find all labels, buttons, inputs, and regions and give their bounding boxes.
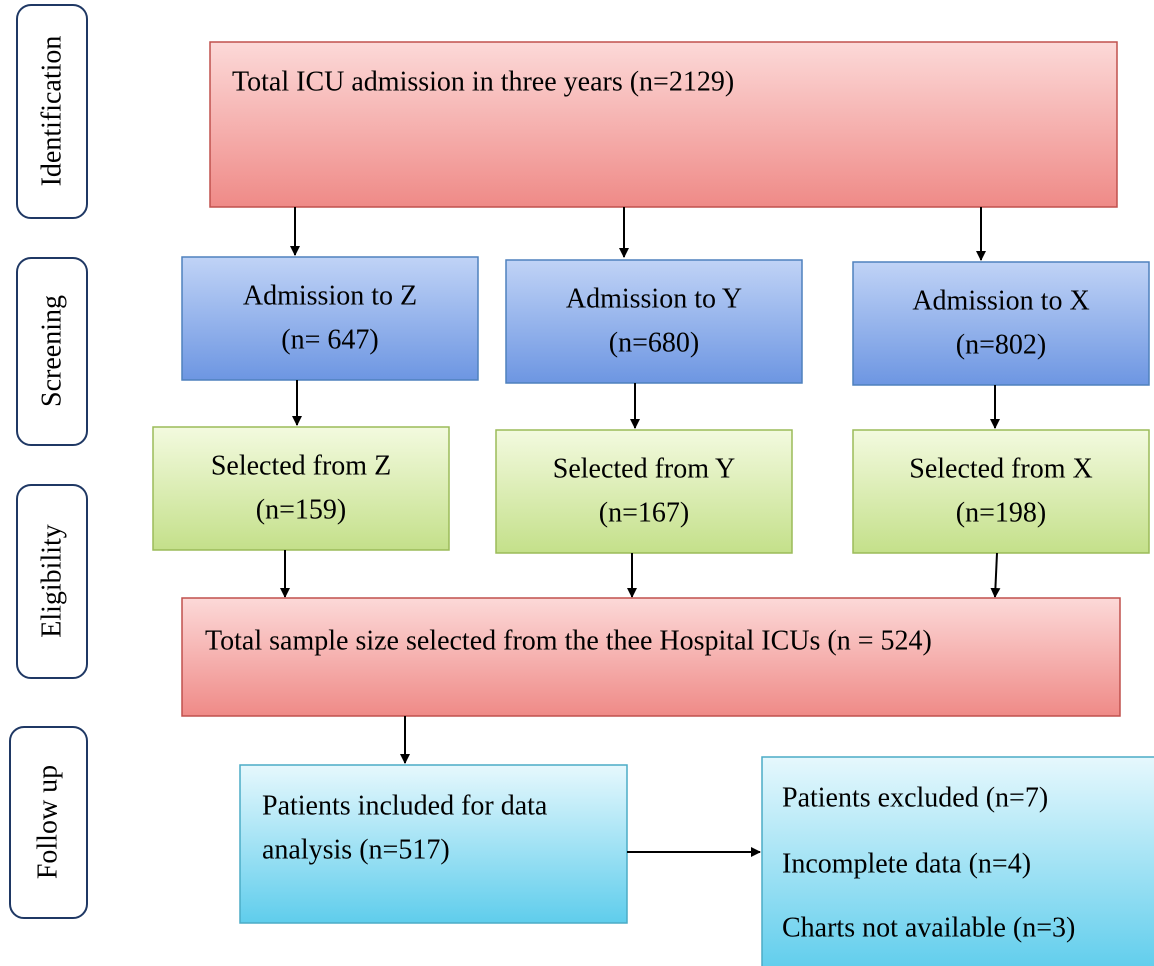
stage-box — [16, 257, 88, 446]
stage-label: Eligibility — [36, 524, 67, 638]
selected-text: (n=159) — [256, 494, 346, 525]
selected-text: Selected from X — [909, 453, 1093, 484]
stage-box — [16, 484, 88, 679]
admission-text: (n=680) — [609, 327, 699, 358]
stage-labels: Identification Screening Eligibility Fol… — [9, 4, 88, 919]
selected-box — [495, 429, 793, 554]
stage-box — [9, 726, 88, 919]
excluded-box — [761, 756, 1154, 966]
included-text: Patients included for data — [262, 790, 548, 821]
total-box — [209, 41, 1118, 208]
admission-box — [505, 259, 803, 384]
admission-text: Admission to Y — [566, 283, 742, 314]
included-text: analysis (n=517) — [262, 834, 450, 865]
arrow — [990, 552, 1001, 598]
sample-text: Total sample size selected from the thee… — [205, 625, 932, 656]
total-text: Total ICU admission in three years (n=21… — [232, 66, 734, 97]
selected-text: Selected from Y — [553, 453, 735, 484]
stage-box — [16, 4, 88, 219]
admission-text: (n= 647) — [281, 324, 378, 355]
excluded-text: Patients excluded (n=7) — [782, 782, 1048, 813]
admission-box — [852, 261, 1150, 386]
admission-text: (n=802) — [956, 329, 1046, 360]
selected-text: (n=167) — [599, 497, 689, 528]
excluded-text: Incomplete data (n=4) — [782, 848, 1031, 879]
selected-text: Selected from Z — [211, 450, 391, 481]
stage-label: Follow up — [32, 765, 63, 879]
stage-label: Identification — [36, 36, 67, 187]
included-box — [239, 764, 628, 924]
selected-text: (n=198) — [956, 497, 1046, 528]
excluded-text: Charts not available (n=3) — [782, 912, 1075, 943]
admission-box — [181, 256, 479, 381]
sample-box — [181, 597, 1121, 717]
admission-text: Admission to X — [912, 285, 1089, 316]
admission-text: Admission to Z — [243, 280, 417, 311]
stage-label: Screening — [36, 295, 67, 407]
selected-box — [152, 426, 450, 551]
selected-box — [852, 429, 1150, 554]
